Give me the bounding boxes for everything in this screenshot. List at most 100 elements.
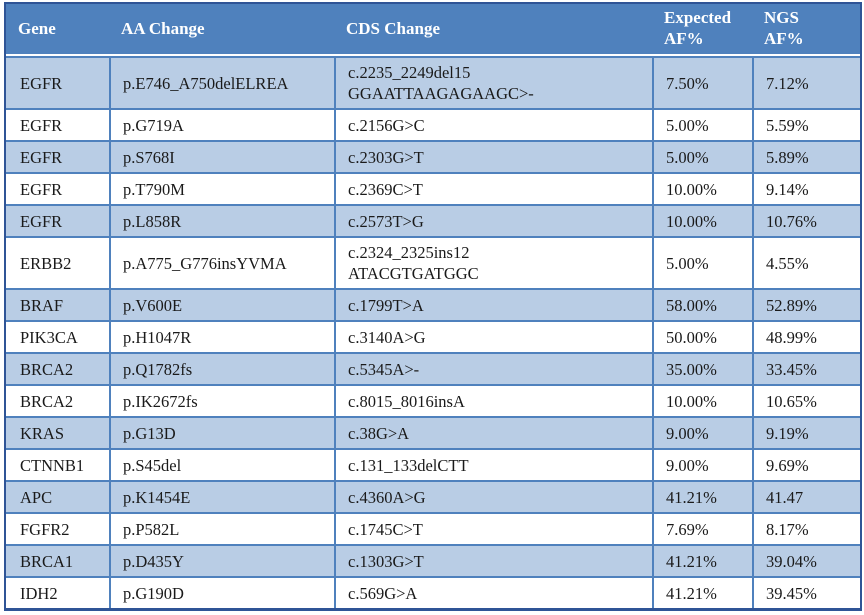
cell-cds: c.1745C>T xyxy=(334,512,652,544)
column-header-label: AF% xyxy=(764,29,804,48)
header-row: Gene AA Change CDS Change Expected AF% NGS AF% xyxy=(6,4,860,56)
cell-aa: p.L858R xyxy=(109,204,334,236)
cell-cds: c.2324_2325ins12 ATACGTGATGGC xyxy=(334,236,652,288)
cell-gene: BRAF xyxy=(6,288,109,320)
cell-aa: p.K1454E xyxy=(109,480,334,512)
table-row: BRCA2 p.Q1782fs c.5345A>- 35.00% 33.45% xyxy=(6,352,860,384)
table-header: Gene AA Change CDS Change Expected AF% NGS AF% xyxy=(6,4,860,56)
cell-cds: c.131_133delCTT xyxy=(334,448,652,480)
cell-ngs: 5.89% xyxy=(752,140,860,172)
cell-gene: EGFR xyxy=(6,172,109,204)
cell-aa: p.S768I xyxy=(109,140,334,172)
cell-line: ATACGTGATGGC xyxy=(348,264,479,283)
table-row: APC p.K1454E c.4360A>G 41.21% 41.47 xyxy=(6,480,860,512)
cell-expected: 9.00% xyxy=(652,416,752,448)
table-row: IDH2 p.G190D c.569G>A 41.21% 39.45% xyxy=(6,576,860,608)
cell-gene: KRAS xyxy=(6,416,109,448)
cell-ngs: 9.14% xyxy=(752,172,860,204)
cell-expected: 9.00% xyxy=(652,448,752,480)
table-row: EGFR p.S768I c.2303G>T 5.00% 5.89% xyxy=(6,140,860,172)
cell-ngs: 9.69% xyxy=(752,448,860,480)
column-header-cds: CDS Change xyxy=(334,4,652,56)
variant-table: Gene AA Change CDS Change Expected AF% NGS AF%… xyxy=(4,2,862,611)
cell-ngs: 7.12% xyxy=(752,56,860,108)
cell-aa: p.D435Y xyxy=(109,544,334,576)
cell-gene: ERBB2 xyxy=(6,236,109,288)
cell-gene: BRCA2 xyxy=(6,384,109,416)
column-header-expected: Expected AF% xyxy=(652,4,752,56)
cell-gene: FGFR2 xyxy=(6,512,109,544)
cell-expected: 10.00% xyxy=(652,172,752,204)
table-row: PIK3CA p.H1047R c.3140A>G 50.00% 48.99% xyxy=(6,320,860,352)
cell-expected: 50.00% xyxy=(652,320,752,352)
cell-ngs: 4.55% xyxy=(752,236,860,288)
column-header-aa: AA Change xyxy=(109,4,334,56)
cell-aa: p.T790M xyxy=(109,172,334,204)
table-row: KRAS p.G13D c.38G>A 9.00% 9.19% xyxy=(6,416,860,448)
cell-cds: c.3140A>G xyxy=(334,320,652,352)
cell-line: c.2324_2325ins12 xyxy=(348,243,470,262)
cell-aa: p.P582L xyxy=(109,512,334,544)
cell-cds: c.2156G>C xyxy=(334,108,652,140)
column-header-label: Gene xyxy=(18,18,56,38)
table-row: ERBB2 p.A775_G776insYVMA c.2324_2325ins12 A… xyxy=(6,236,860,288)
cell-expected: 5.00% xyxy=(652,140,752,172)
cell-gene: CTNNB1 xyxy=(6,448,109,480)
cell-expected: 5.00% xyxy=(652,108,752,140)
cell-gene: EGFR xyxy=(6,56,109,108)
cell-aa: p.G13D xyxy=(109,416,334,448)
cell-aa: p.V600E xyxy=(109,288,334,320)
cell-gene: EGFR xyxy=(6,140,109,172)
cell-aa: p.Q1782fs xyxy=(109,352,334,384)
cell-ngs: 10.76% xyxy=(752,204,860,236)
cell-cds: c.4360A>G xyxy=(334,480,652,512)
cell-ngs: 10.65% xyxy=(752,384,860,416)
cell-cds: c.2303G>T xyxy=(334,140,652,172)
cell-cds: c.38G>A xyxy=(334,416,652,448)
table-body: EGFR p.E746_A750delELREA c.2235_2249del15 G… xyxy=(6,56,860,608)
cell-gene: PIK3CA xyxy=(6,320,109,352)
cell-expected: 7.50% xyxy=(652,56,752,108)
cell-ngs: 39.45% xyxy=(752,576,860,608)
table-row: EGFR p.E746_A750delELREA c.2235_2249del15 G… xyxy=(6,56,860,108)
cell-cds: c.1303G>T xyxy=(334,544,652,576)
table-row: EGFR p.T790M c.2369C>T 10.00% 9.14% xyxy=(6,172,860,204)
cell-ngs: 41.47 xyxy=(752,480,860,512)
cell-ngs: 33.45% xyxy=(752,352,860,384)
cell-aa: p.H1047R xyxy=(109,320,334,352)
cell-ngs: 8.17% xyxy=(752,512,860,544)
cell-gene: EGFR xyxy=(6,204,109,236)
cell-aa: p.A775_G776insYVMA xyxy=(109,236,334,288)
cell-cds: c.1799T>A xyxy=(334,288,652,320)
cell-gene: BRCA1 xyxy=(6,544,109,576)
cell-expected: 10.00% xyxy=(652,204,752,236)
cell-expected: 7.69% xyxy=(652,512,752,544)
cell-expected: 58.00% xyxy=(652,288,752,320)
table-row: FGFR2 p.P582L c.1745C>T 7.69% 8.17% xyxy=(6,512,860,544)
column-header-gene: Gene xyxy=(6,4,109,56)
cell-expected: 10.00% xyxy=(652,384,752,416)
cell-cds: c.2235_2249del15 GGAATTAAGAGAAGC>- xyxy=(334,56,652,108)
column-header-ngs: NGS AF% xyxy=(752,4,860,56)
table-row: BRCA2 p.IK2672fs c.8015_8016insA 10.00% 10.6… xyxy=(6,384,860,416)
cell-expected: 41.21% xyxy=(652,544,752,576)
cell-aa: p.IK2672fs xyxy=(109,384,334,416)
cell-aa: p.G719A xyxy=(109,108,334,140)
cell-aa: p.E746_A750delELREA xyxy=(109,56,334,108)
table-row: BRAF p.V600E c.1799T>A 58.00% 52.89% xyxy=(6,288,860,320)
cell-expected: 41.21% xyxy=(652,480,752,512)
table-row: BRCA1 p.D435Y c.1303G>T 41.21% 39.04% xyxy=(6,544,860,576)
cell-cds: c.2573T>G xyxy=(334,204,652,236)
cell-ngs: 48.99% xyxy=(752,320,860,352)
cell-cds: c.8015_8016insA xyxy=(334,384,652,416)
cell-aa: p.G190D xyxy=(109,576,334,608)
cell-gene: BRCA2 xyxy=(6,352,109,384)
cell-expected: 5.00% xyxy=(652,236,752,288)
column-header-label: Expected xyxy=(664,8,732,27)
cell-ngs: 5.59% xyxy=(752,108,860,140)
cell-expected: 41.21% xyxy=(652,576,752,608)
cell-gene: EGFR xyxy=(6,108,109,140)
cell-cds: c.569G>A xyxy=(334,576,652,608)
cell-line: c.2235_2249del15 xyxy=(348,63,471,82)
